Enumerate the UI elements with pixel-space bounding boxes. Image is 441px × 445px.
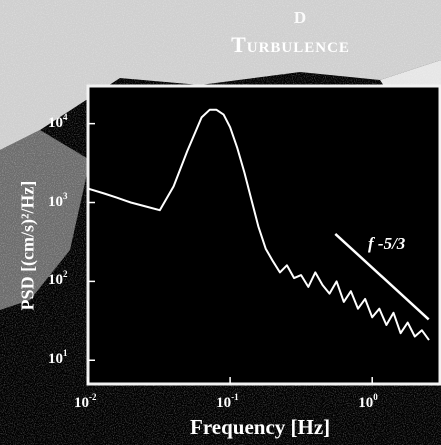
x-axis-label: Frequency [Hz]: [190, 415, 331, 439]
x-tick-label: 100: [358, 392, 378, 411]
psd-spectrum-line: [87, 108, 430, 341]
series-layer: [87, 108, 430, 341]
y-tick-label: 102: [48, 269, 68, 289]
reference-slope-line: [334, 232, 430, 321]
plot-frame: [86, 84, 441, 386]
title-fragment: D: [293, 8, 308, 27]
y-tick-label: 101: [48, 348, 68, 368]
chart-title: Turbulence: [231, 32, 350, 57]
y-tick-label: 104: [48, 111, 68, 131]
y-tick-label: 103: [48, 190, 68, 210]
y-axis-label: PSD [(cm/s)²/Hz]: [17, 180, 38, 311]
axis-ticks: [87, 122, 373, 384]
x-tick-label: 10-2: [74, 392, 97, 411]
x-tick-label: 10-1: [216, 392, 239, 411]
slope-annotation: f -5/3: [368, 234, 406, 253]
